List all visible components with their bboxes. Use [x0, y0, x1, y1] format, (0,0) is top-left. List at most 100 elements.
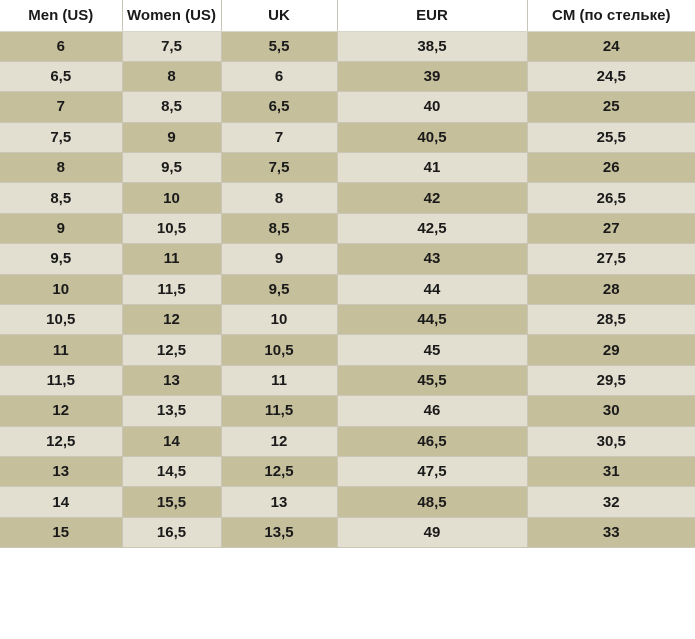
table-body: 6 7,5 5,5 38,5 24 6,5 8 6 39 24,5 7 8,5 6,5 40 25 7,5 9 7… — [0, 31, 695, 549]
cell-women-us: 13 — [122, 365, 222, 397]
cell-eur: 43 — [337, 243, 528, 275]
cell-cm: 24,5 — [527, 61, 695, 93]
cell-eur: 41 — [337, 152, 528, 184]
cell-eur: 45,5 — [337, 365, 528, 397]
cell-eur: 49 — [337, 517, 528, 549]
cell-women-us: 14,5 — [122, 456, 222, 488]
cell-uk: 12,5 — [221, 456, 338, 488]
cell-eur: 44 — [337, 274, 528, 306]
header-men-us: Men (US) — [0, 0, 123, 32]
cell-men-us: 10 — [0, 274, 123, 306]
table-row: 8,5 10 8 42 26,5 — [0, 182, 695, 214]
header-uk: UK — [221, 0, 338, 32]
cell-women-us: 8 — [122, 61, 222, 93]
cell-eur: 40,5 — [337, 122, 528, 154]
table-row: 8 9,5 7,5 41 26 — [0, 152, 695, 184]
cell-women-us: 13,5 — [122, 395, 222, 427]
cell-uk: 13,5 — [221, 517, 338, 549]
cell-men-us: 11,5 — [0, 365, 123, 397]
cell-cm: 29 — [527, 334, 695, 366]
cell-uk: 7 — [221, 122, 338, 154]
cell-men-us: 6,5 — [0, 61, 123, 93]
cell-cm: 26 — [527, 152, 695, 184]
cell-men-us: 15 — [0, 517, 123, 549]
size-conversion-table: Men (US) Women (US) UK EUR CM (по стельк… — [0, 0, 695, 549]
cell-cm: 30 — [527, 395, 695, 427]
cell-cm: 28,5 — [527, 304, 695, 336]
cell-cm: 25,5 — [527, 122, 695, 154]
header-cm: CM (по стельке) — [527, 0, 695, 32]
cell-eur: 38,5 — [337, 31, 528, 62]
cell-uk: 10,5 — [221, 334, 338, 366]
cell-eur: 39 — [337, 61, 528, 93]
cell-women-us: 11 — [122, 243, 222, 275]
table-row: 12 13,5 11,5 46 30 — [0, 395, 695, 427]
table-row: 15 16,5 13,5 49 33 — [0, 517, 695, 549]
cell-cm: 32 — [527, 486, 695, 518]
cell-men-us: 12,5 — [0, 426, 123, 457]
table-row: 6 7,5 5,5 38,5 24 — [0, 31, 695, 62]
cell-cm: 27 — [527, 213, 695, 245]
cell-uk: 7,5 — [221, 152, 338, 184]
cell-uk: 12 — [221, 426, 338, 457]
cell-men-us: 11 — [0, 334, 123, 366]
cell-men-us: 7 — [0, 91, 123, 123]
cell-men-us: 14 — [0, 486, 123, 518]
cell-uk: 9,5 — [221, 274, 338, 306]
cell-women-us: 7,5 — [122, 31, 222, 62]
cell-cm: 33 — [527, 517, 695, 549]
cell-uk: 13 — [221, 486, 338, 518]
cell-cm: 28 — [527, 274, 695, 306]
cell-women-us: 9 — [122, 122, 222, 154]
table-row: 6,5 8 6 39 24,5 — [0, 61, 695, 93]
table-header-row: Men (US) Women (US) UK EUR CM (по стельк… — [0, 0, 695, 32]
cell-eur: 46,5 — [337, 426, 528, 457]
cell-cm: 24 — [527, 31, 695, 62]
cell-women-us: 10,5 — [122, 213, 222, 245]
cell-uk: 11,5 — [221, 395, 338, 427]
cell-cm: 31 — [527, 456, 695, 488]
cell-uk: 6 — [221, 61, 338, 93]
cell-cm: 25 — [527, 91, 695, 123]
table-row: 7 8,5 6,5 40 25 — [0, 91, 695, 123]
cell-women-us: 12 — [122, 304, 222, 336]
cell-women-us: 11,5 — [122, 274, 222, 306]
cell-uk: 9 — [221, 243, 338, 275]
table-row: 10,5 12 10 44,5 28,5 — [0, 304, 695, 336]
table-row: 11 12,5 10,5 45 29 — [0, 334, 695, 366]
cell-eur: 42 — [337, 182, 528, 214]
header-women-us: Women (US) — [122, 0, 222, 32]
cell-men-us: 8 — [0, 152, 123, 184]
cell-uk: 6,5 — [221, 91, 338, 123]
table-row: 10 11,5 9,5 44 28 — [0, 274, 695, 306]
cell-uk: 8,5 — [221, 213, 338, 245]
cell-eur: 44,5 — [337, 304, 528, 336]
cell-men-us: 13 — [0, 456, 123, 488]
table-row: 11,5 13 11 45,5 29,5 — [0, 365, 695, 397]
header-eur: EUR — [337, 0, 528, 32]
cell-uk: 10 — [221, 304, 338, 336]
cell-eur: 47,5 — [337, 456, 528, 488]
cell-eur: 42,5 — [337, 213, 528, 245]
cell-cm: 26,5 — [527, 182, 695, 214]
cell-men-us: 12 — [0, 395, 123, 427]
cell-cm: 27,5 — [527, 243, 695, 275]
cell-men-us: 7,5 — [0, 122, 123, 154]
cell-men-us: 10,5 — [0, 304, 123, 336]
cell-women-us: 8,5 — [122, 91, 222, 123]
cell-women-us: 12,5 — [122, 334, 222, 366]
cell-women-us: 14 — [122, 426, 222, 457]
cell-cm: 29,5 — [527, 365, 695, 397]
cell-uk: 8 — [221, 182, 338, 214]
cell-eur: 40 — [337, 91, 528, 123]
cell-eur: 46 — [337, 395, 528, 427]
table-row: 9,5 11 9 43 27,5 — [0, 243, 695, 275]
cell-eur: 48,5 — [337, 486, 528, 518]
table-row: 9 10,5 8,5 42,5 27 — [0, 213, 695, 245]
cell-women-us: 10 — [122, 182, 222, 214]
cell-men-us: 9,5 — [0, 243, 123, 275]
cell-uk: 11 — [221, 365, 338, 397]
table-row: 13 14,5 12,5 47,5 31 — [0, 456, 695, 488]
cell-men-us: 6 — [0, 31, 123, 62]
cell-cm: 30,5 — [527, 426, 695, 457]
